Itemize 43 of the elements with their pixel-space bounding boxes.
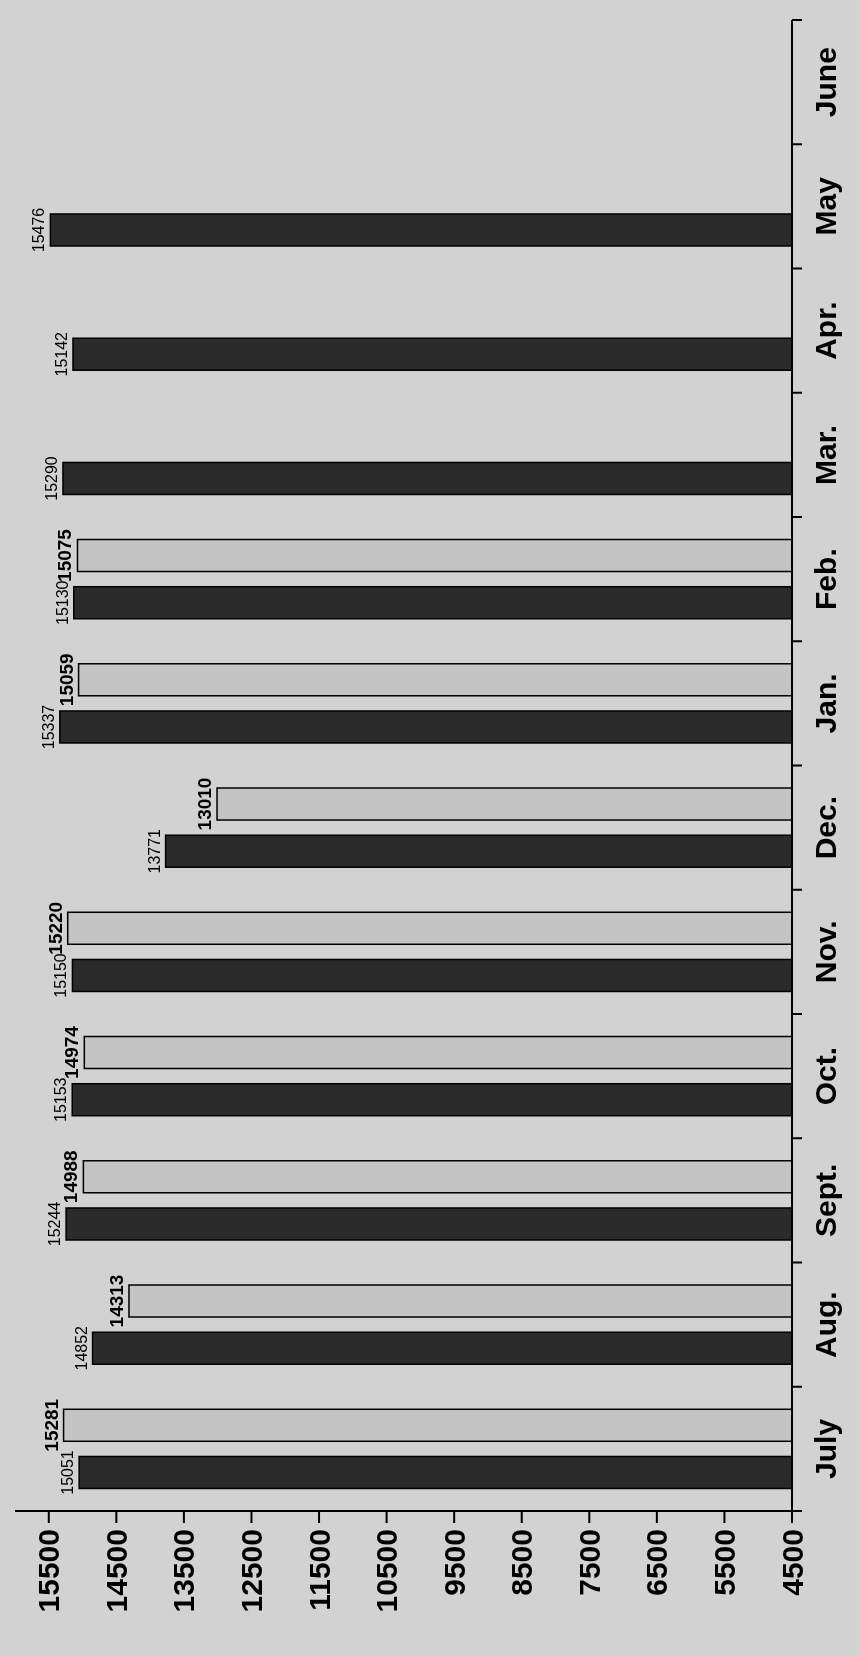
y-tick-label: Dec. (809, 795, 842, 860)
x-tick-label: 10500 (370, 1529, 404, 1613)
data-label: 15220 (44, 901, 66, 955)
y-tick-label: Jan. (809, 673, 842, 734)
data-label: 15130 (53, 580, 71, 625)
x-tick-label: 13500 (167, 1529, 201, 1613)
y-tick-label: Sept. (809, 1163, 842, 1238)
data-label: 14852 (72, 1325, 90, 1371)
y-tick-label: Apr. (809, 301, 842, 360)
x-tick-label: 9500 (437, 1529, 471, 1596)
data-label: 15281 (40, 1398, 62, 1452)
x-tick-label: 7500 (572, 1529, 606, 1596)
y-tick-label: June (809, 47, 842, 118)
x-tick-label: 15500 (32, 1529, 66, 1613)
data-label: 15051 (59, 1450, 77, 1495)
data-label: 14988 (60, 1150, 82, 1204)
data-label: 15075 (54, 528, 76, 582)
y-tick-label: May (809, 176, 842, 236)
data-label: 15290 (42, 456, 60, 501)
data-label: 15476 (30, 207, 48, 253)
x-tick-label: 12500 (234, 1529, 268, 1613)
data-label: 13010 (194, 777, 216, 831)
x-tick-label: 4500 (775, 1529, 809, 1596)
data-label: 15059 (55, 653, 77, 707)
y-tick-label: Mar. (809, 424, 842, 485)
data-label: 15142 (52, 331, 70, 377)
x-tick-label: 11500 (302, 1529, 336, 1611)
data-label: 14313 (105, 1274, 127, 1328)
y-tick-label: Nov. (809, 920, 842, 984)
y-tick-label: Oct. (809, 1046, 842, 1106)
data-label: 13771 (145, 828, 163, 874)
x-tick-label: 5500 (707, 1529, 741, 1596)
y-tick-label: Feb. (809, 548, 842, 610)
y-tick-label: Aug. (809, 1291, 842, 1358)
x-tick-label: 14500 (99, 1529, 133, 1613)
data-label: 14974 (61, 1025, 83, 1079)
data-label: 15153 (52, 1077, 70, 1122)
data-label: 15244 (46, 1201, 64, 1247)
x-tick-label: 6500 (640, 1529, 674, 1596)
y-tick-label: July (809, 1418, 842, 1479)
data-label: 15337 (39, 704, 57, 750)
x-tick-label: 8500 (505, 1529, 539, 1596)
data-label: 15150 (52, 953, 70, 998)
